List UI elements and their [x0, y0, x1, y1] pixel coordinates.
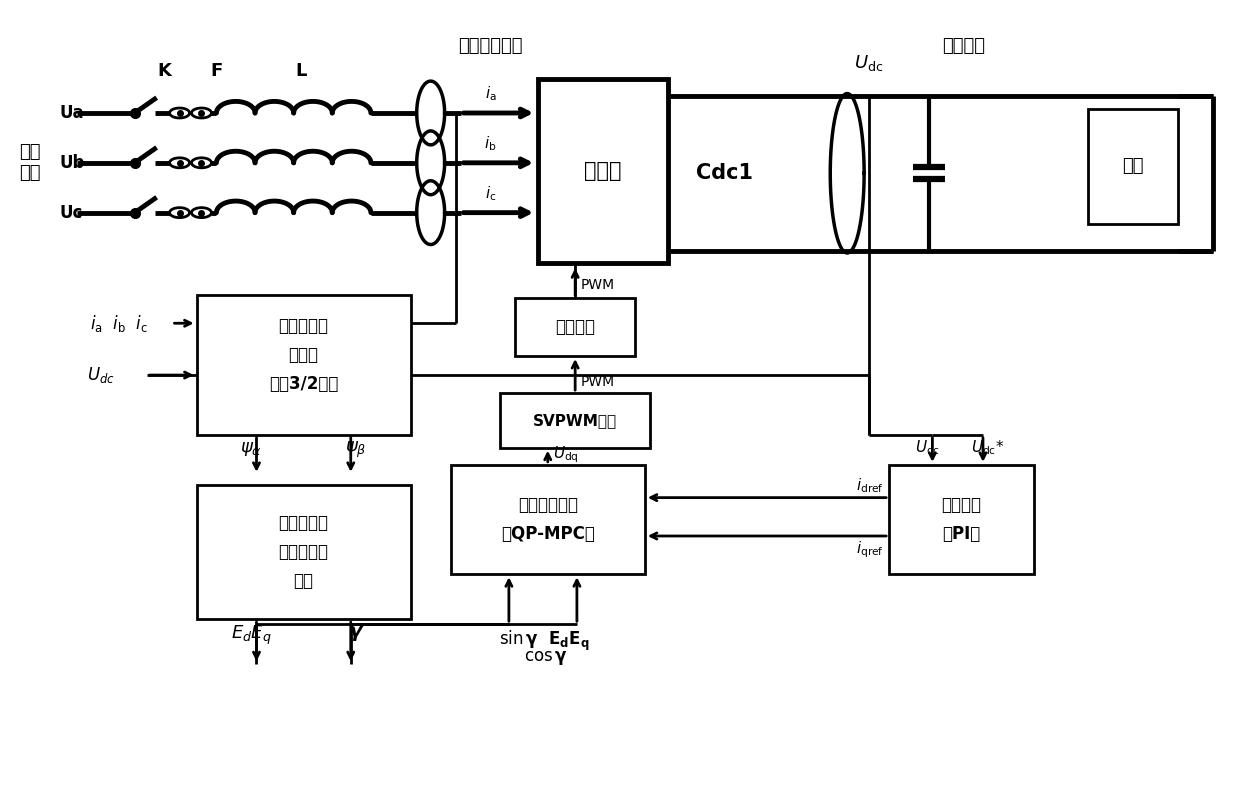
Text: Cdc1: Cdc1	[696, 163, 753, 183]
Text: $U_{\it dc}$: $U_{\it dc}$	[87, 365, 114, 385]
Text: 负载: 负载	[1122, 157, 1145, 175]
Text: $\mathbf{\cos\gamma}$: $\mathbf{\cos\gamma}$	[523, 649, 568, 667]
Bar	[889, 465, 1033, 575]
Bar	[1089, 109, 1178, 223]
Bar	[196, 296, 410, 435]
Bar	[538, 79, 668, 263]
Text: 变流器: 变流器	[584, 161, 621, 182]
Bar	[501, 393, 650, 448]
Text: $U_{\rm dc}$*: $U_{\rm dc}$*	[971, 438, 1004, 457]
Text: $i_{\rm b}$: $i_{\rm b}$	[484, 134, 497, 152]
Text: $\psi_{\alpha}$: $\psi_{\alpha}$	[241, 440, 263, 457]
Text: 驱动电路: 驱动电路	[556, 318, 595, 336]
Text: Uc: Uc	[60, 204, 83, 222]
Text: 电网电压重
构，磁链角
估计: 电网电压重 构，磁链角 估计	[279, 514, 329, 590]
Text: SVPWM调制: SVPWM调制	[533, 413, 618, 428]
Text: 交流
电网: 交流 电网	[20, 143, 41, 182]
Bar	[450, 465, 645, 575]
Text: Ua: Ua	[60, 104, 84, 122]
Text: $U_{\rm dc}$: $U_{\rm dc}$	[915, 438, 940, 457]
Text: 采样电流信号: 采样电流信号	[459, 37, 523, 55]
Text: Ub: Ub	[60, 154, 86, 172]
Text: L: L	[295, 62, 306, 80]
Text: $i_{\rm a}$: $i_{\rm a}$	[485, 84, 496, 103]
Text: $i_{\rm qref}$: $i_{\rm qref}$	[856, 539, 884, 560]
Text: 虚拟电网磁
链估计
电流3/2变换: 虚拟电网磁 链估计 电流3/2变换	[269, 317, 339, 393]
Text: 电压外环
（PI）: 电压外环 （PI）	[941, 496, 981, 543]
Text: 采样电压: 采样电压	[942, 37, 986, 55]
Text: $i_{\rm c}$: $i_{\rm c}$	[485, 184, 496, 203]
Text: PWM: PWM	[580, 375, 614, 389]
Bar	[196, 485, 410, 619]
Text: $\psi_{\beta}$: $\psi_{\beta}$	[345, 440, 367, 460]
Text: $U_{\rm dc}$: $U_{\rm dc}$	[854, 53, 884, 73]
Text: $i_{\rm a}$  $i_{\rm b}$  $i_{\rm c}$: $i_{\rm a}$ $i_{\rm b}$ $i_{\rm c}$	[89, 313, 148, 334]
Text: $\boldsymbol{\gamma}$: $\boldsymbol{\gamma}$	[347, 624, 365, 643]
Text: F: F	[211, 62, 222, 80]
Text: PWM: PWM	[580, 278, 614, 292]
Text: K: K	[157, 62, 171, 80]
Text: $U_{\rm dq}$: $U_{\rm dq}$	[553, 444, 579, 465]
Text: 模型预测控制
（QP-MPC）: 模型预测控制 （QP-MPC）	[501, 496, 595, 543]
Text: $\boldsymbol{E_d E_q}$: $\boldsymbol{E_d E_q}$	[231, 624, 272, 648]
Text: $i_{\rm dref}$: $i_{\rm dref}$	[856, 476, 884, 494]
Bar	[516, 299, 635, 356]
Text: $\mathbf{\sin\gamma}$  $\mathbf{E_d E_q}$: $\mathbf{\sin\gamma}$ $\mathbf{E_d E_q}$	[498, 629, 589, 653]
